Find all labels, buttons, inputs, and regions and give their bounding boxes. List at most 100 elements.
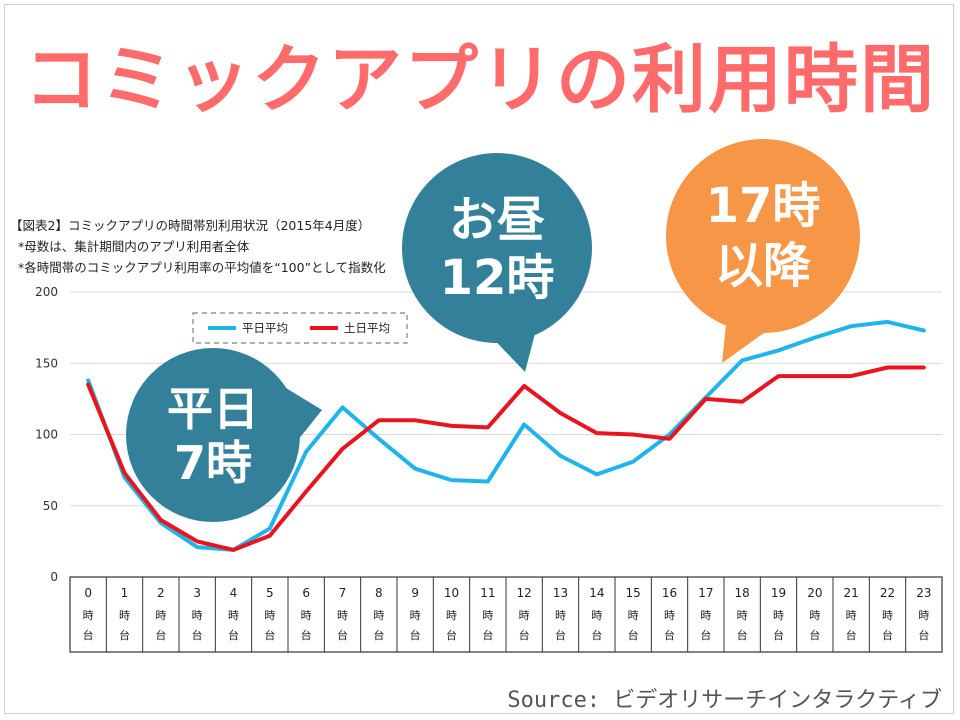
x-tick-label: 2 (157, 586, 165, 600)
x-tick-suffix: 台 (737, 628, 748, 642)
note-index: *各時間帯のコミックアプリ利用率の平均値を“100”として指数化 (18, 260, 386, 275)
x-tick-suffix: 時 (519, 609, 530, 622)
x-tick-label: 16 (662, 586, 677, 600)
source-credit: Source: ビデオリサーチインタラクティブ (507, 688, 942, 713)
legend: 平日平均 土日平均 (192, 312, 408, 344)
x-tick-label: 10 (444, 586, 459, 600)
x-tick-suffix: 時 (773, 609, 784, 622)
chart-caption: 【図表2】コミックアプリの時間帯別利用状況（2015年4月度） (10, 218, 371, 233)
x-tick-suffix: 時 (264, 609, 275, 622)
x-tick-suffix: 時 (882, 609, 893, 622)
x-tick-suffix: 時 (373, 609, 384, 622)
callout-bubble (402, 153, 592, 343)
x-tick-suffix: 時 (846, 609, 857, 622)
x-tick-suffix: 台 (410, 628, 421, 642)
note-population: *母数は、集計期間内のアプリ利用者全体 (18, 239, 250, 254)
x-tick-suffix: 時 (446, 609, 457, 622)
x-tick-label: 4 (230, 586, 238, 600)
x-tick-suffix: 台 (301, 628, 312, 642)
x-tick-suffix: 時 (591, 609, 602, 622)
callout-text: 12時 (440, 250, 555, 306)
x-tick-suffix: 時 (155, 609, 166, 622)
page-title: コミックアプリの利用時間 (24, 37, 936, 123)
x-tick-suffix: 時 (809, 609, 820, 622)
x-tick-suffix: 台 (846, 628, 857, 642)
callout-text: 7時 (174, 436, 252, 490)
callout-text: 17時 (706, 178, 821, 234)
x-tick-suffix: 台 (773, 628, 784, 642)
x-tick-label: 9 (411, 586, 419, 600)
x-tick-label: 3 (193, 586, 201, 600)
x-tick-suffix: 台 (446, 628, 457, 642)
x-tick-suffix: 台 (700, 628, 711, 642)
callout-bubble (126, 348, 300, 522)
x-tick-label: 13 (553, 586, 568, 600)
legend-label: 土日平均 (344, 321, 390, 335)
x-tick-label: 19 (771, 586, 786, 600)
callout-text: お昼 (449, 192, 545, 248)
x-tick-label: 17 (698, 586, 713, 600)
x-tick-suffix: 時 (228, 609, 239, 622)
x-tick-label: 21 (844, 586, 859, 600)
y-tick-label: 100 (35, 428, 58, 442)
x-tick-suffix: 台 (628, 628, 639, 642)
x-tick-suffix: 台 (519, 628, 530, 642)
legend-label: 平日平均 (242, 321, 288, 335)
x-tick-suffix: 台 (264, 628, 275, 642)
y-tick-label: 0 (50, 570, 58, 584)
x-tick-label: 0 (84, 586, 92, 600)
x-tick-suffix: 時 (83, 609, 94, 622)
x-tick-suffix: 台 (555, 628, 566, 642)
x-tick-suffix: 台 (192, 628, 203, 642)
x-tick-suffix: 時 (555, 609, 566, 622)
x-tick-label: 20 (807, 586, 822, 600)
x-tick-suffix: 時 (918, 609, 929, 622)
series-line-weekend (86, 365, 926, 552)
callout-text: 平日 (167, 382, 259, 436)
x-tick-label: 8 (375, 586, 383, 600)
x-tick-suffix: 台 (373, 628, 384, 642)
x-tick-suffix: 台 (119, 628, 130, 642)
y-tick-label: 50 (43, 499, 58, 513)
x-tick-label: 7 (339, 586, 347, 600)
x-tick-suffix: 台 (918, 628, 929, 642)
x-tick-suffix: 時 (737, 609, 748, 622)
x-tick-suffix: 時 (301, 609, 312, 622)
callout-bubble (666, 139, 860, 333)
x-tick-suffix: 台 (591, 628, 602, 642)
x-tick-suffix: 台 (228, 628, 239, 642)
y-tick-label: 150 (35, 356, 58, 370)
x-tick-suffix: 台 (337, 628, 348, 642)
y-tick-label: 200 (35, 285, 58, 299)
x-tick-label: 18 (735, 586, 750, 600)
x-tick-suffix: 時 (628, 609, 639, 622)
x-tick-label: 15 (626, 586, 641, 600)
x-tick-suffix: 時 (192, 609, 203, 622)
x-tick-suffix: 時 (664, 609, 675, 622)
x-tick-suffix: 台 (83, 628, 94, 642)
x-tick-suffix: 台 (882, 628, 893, 642)
x-tick-label: 23 (916, 586, 931, 600)
x-tick-suffix: 時 (337, 609, 348, 622)
x-tick-label: 1 (121, 586, 129, 600)
x-tick-label: 11 (480, 586, 495, 600)
x-tick-suffix: 台 (155, 628, 166, 642)
slide-frame (4, 4, 954, 714)
x-tick-suffix: 台 (664, 628, 675, 642)
x-tick-label: 5 (266, 586, 274, 600)
callout-text: 以降 (715, 238, 812, 294)
x-tick-label: 22 (880, 586, 895, 600)
x-tick-suffix: 台 (809, 628, 820, 642)
x-tick-label: 12 (517, 586, 532, 600)
x-tick-suffix: 時 (482, 609, 493, 622)
x-tick-suffix: 時 (410, 609, 421, 622)
x-tick-label: 6 (302, 586, 310, 600)
x-tick-suffix: 台 (482, 628, 493, 642)
x-tick-suffix: 時 (700, 609, 711, 622)
x-tick-suffix: 時 (119, 609, 130, 622)
x-tick-label: 14 (589, 586, 604, 600)
